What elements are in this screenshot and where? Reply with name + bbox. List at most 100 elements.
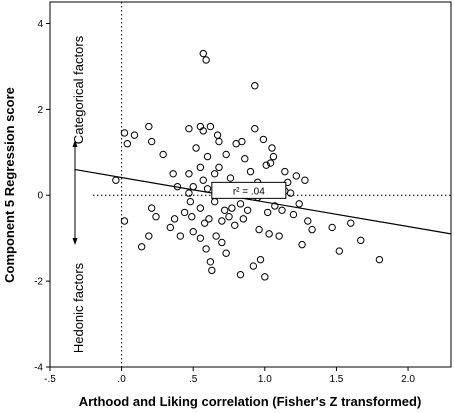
data-point [228, 204, 236, 212]
data-point [292, 172, 301, 180]
r2-label: r² = .04 [233, 186, 265, 197]
data-point [185, 124, 193, 133]
y-axis-ticks: -4 -2 0 2 4 [34, 19, 50, 374]
data-point [222, 150, 230, 159]
r2-label-box: r² = .04 [211, 181, 287, 199]
data-point [200, 219, 209, 227]
x-tick-label: 1.5 [329, 374, 343, 385]
x-axis-title: Arthood and Liking correlation (Fisher's… [79, 394, 422, 409]
data-point [225, 213, 233, 221]
data-point [256, 255, 265, 264]
data-point [265, 230, 273, 238]
data-point [278, 206, 286, 214]
data-point [196, 163, 205, 172]
data-point [262, 161, 270, 169]
y-tick-label: -4 [34, 363, 43, 374]
data-point [347, 219, 355, 227]
regression-line [74, 168, 452, 235]
data-point [186, 197, 195, 206]
data-point [212, 232, 220, 240]
data-points [112, 49, 384, 281]
data-point [170, 215, 179, 223]
data-point [185, 170, 193, 178]
data-point [152, 213, 160, 221]
data-point [335, 247, 343, 255]
data-point [246, 167, 255, 176]
x-axis-ticks: -.5 .0 .5 1.0 1.5 2.0 [44, 367, 415, 385]
data-point [189, 228, 197, 236]
data-point [269, 152, 278, 161]
y-axis-title: Component 5 Regression score [2, 87, 17, 283]
plot-frame [49, 1, 452, 368]
data-point [166, 223, 175, 232]
data-point [251, 124, 259, 133]
x-tick-label: .0 [117, 374, 126, 385]
data-point [255, 225, 263, 234]
data-point [137, 243, 146, 251]
data-point [261, 273, 269, 281]
data-point [375, 255, 384, 264]
x-tick-label: .5 [189, 374, 198, 385]
data-point [206, 258, 215, 266]
data-point [188, 213, 196, 221]
data-point [199, 49, 207, 58]
x-tick-label: -.5 [44, 374, 56, 385]
x-tick-label: 2.0 [401, 374, 415, 385]
data-point [249, 262, 258, 270]
y-tick-label: -2 [34, 277, 43, 288]
y-tick-label: 2 [37, 105, 43, 116]
data-point [275, 232, 283, 240]
data-point [218, 238, 226, 247]
data-point [169, 170, 177, 178]
data-point [213, 131, 222, 139]
data-point [266, 159, 275, 167]
data-point [145, 232, 153, 240]
data-point [238, 137, 246, 146]
data-point [180, 208, 189, 217]
data-point [222, 249, 230, 257]
data-point [210, 170, 219, 178]
data-point [196, 204, 205, 212]
r2-box [211, 181, 287, 199]
data-point [203, 152, 212, 161]
data-point [120, 217, 129, 225]
data-point [308, 225, 316, 234]
data-point [147, 204, 156, 212]
data-point [202, 245, 210, 253]
x-tick-label: 1.0 [258, 374, 272, 385]
y-tick-label: 0 [37, 191, 43, 202]
data-point [263, 208, 272, 217]
data-point [298, 240, 306, 249]
data-point [203, 185, 212, 193]
data-point [241, 155, 249, 163]
data-point [218, 217, 226, 225]
data-point [210, 197, 219, 206]
data-point [202, 56, 210, 64]
data-point [328, 223, 336, 232]
data-point [236, 200, 245, 208]
data-point [130, 131, 139, 139]
data-point [281, 167, 289, 176]
data-point [145, 122, 153, 131]
data-point [236, 270, 245, 279]
data-point [176, 232, 185, 240]
hedonic-factors-annotation: Hedonic factors [71, 262, 86, 353]
data-point [295, 200, 303, 208]
data-point [271, 202, 279, 210]
data-point [215, 137, 223, 146]
data-point [243, 206, 252, 214]
data-point [357, 236, 365, 245]
data-point [196, 234, 205, 242]
data-point [123, 140, 132, 148]
data-point [208, 266, 216, 275]
direction-arrow [72, 140, 78, 245]
data-point [185, 189, 193, 197]
data-point [206, 122, 215, 131]
data-point [112, 176, 120, 184]
data-point [120, 129, 129, 137]
data-point [147, 137, 156, 146]
data-point [192, 144, 200, 152]
data-point [259, 135, 268, 144]
data-point [304, 217, 312, 225]
